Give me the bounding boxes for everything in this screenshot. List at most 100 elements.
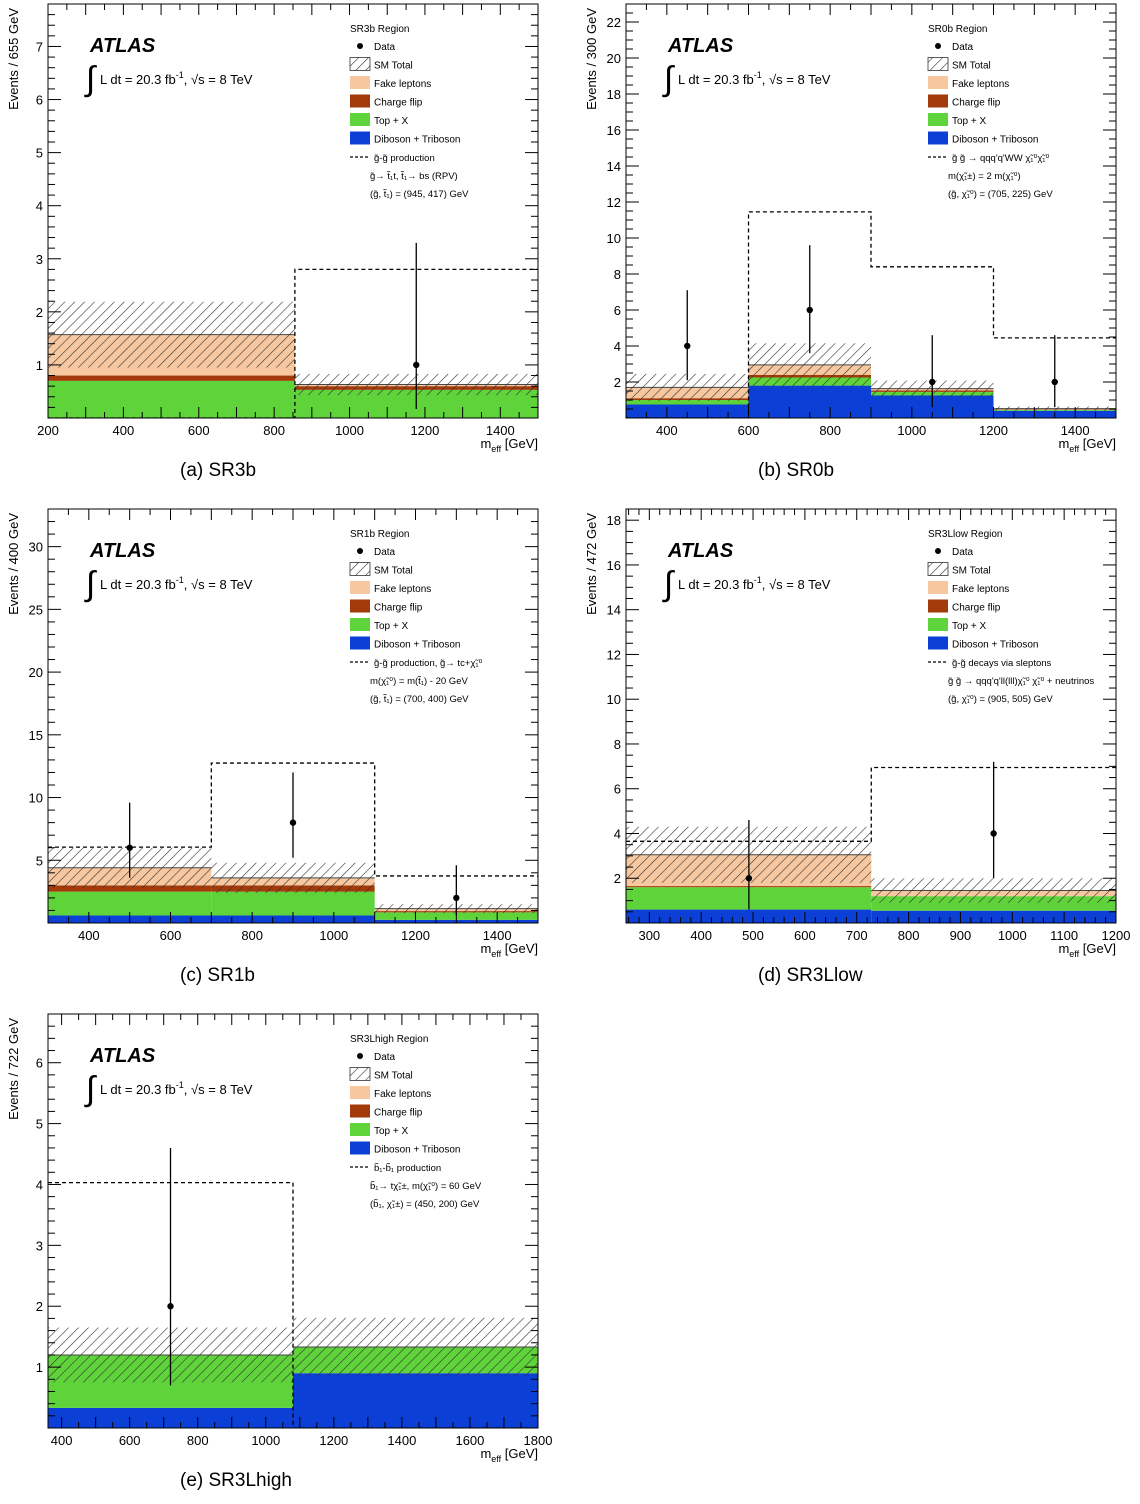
y-tick-label: 18 xyxy=(607,513,621,528)
legend-swatch-hatch xyxy=(928,563,948,576)
y-tick-label: 1 xyxy=(36,1360,43,1375)
legend-swatch-flip xyxy=(928,600,948,613)
x-tick-label: 1200 xyxy=(401,928,430,943)
y-tick-label: 6 xyxy=(36,93,43,108)
x-tick-label: 1200 xyxy=(319,1433,348,1448)
y-tick-label: 10 xyxy=(607,231,621,246)
bar-diboson xyxy=(293,1373,538,1428)
x-tick-label: 600 xyxy=(188,423,210,438)
legend-swatch-top xyxy=(928,618,948,631)
legend-swatch-diboson xyxy=(350,637,370,650)
legend-signal-label: g̃-g̃ decays via sleptons xyxy=(952,658,1052,669)
bar-diboson xyxy=(626,910,871,923)
y-tick-label: 8 xyxy=(614,737,621,752)
luminosity-label: L dt = 20.3 fb-1, √s = 8 TeV xyxy=(100,1080,253,1097)
integral-sign: ∫ xyxy=(84,565,97,603)
y-tick-label: 5 xyxy=(36,1117,43,1132)
plot-area xyxy=(626,762,1116,923)
legend-swatch-fake xyxy=(928,76,948,89)
x-tick-label: 300 xyxy=(638,928,660,943)
y-tick-label: 30 xyxy=(29,540,43,555)
legend-signal-label: g̃ g̃ → qqq'q'WW χ̃₁⁰χ̃₁⁰ xyxy=(952,153,1050,164)
legend-label: Diboson + Triboson xyxy=(374,135,460,146)
legend-swatch-flip xyxy=(350,95,370,108)
legend-label: Fake leptons xyxy=(374,584,431,595)
uncertainty-band xyxy=(48,302,295,368)
legend-label: Charge flip xyxy=(952,603,1001,614)
legend-label: SM Total xyxy=(374,1071,413,1082)
x-tick-label: 700 xyxy=(846,928,868,943)
panel-caption: (b) SR0b xyxy=(758,460,834,481)
integral-sign: ∫ xyxy=(662,60,675,98)
legend-label: Fake leptons xyxy=(952,584,1009,595)
legend-swatch-flip xyxy=(350,1105,370,1118)
bar-flip xyxy=(48,376,295,381)
legend-label: SM Total xyxy=(374,566,413,577)
panel-caption: (d) SR3Llow xyxy=(758,965,863,986)
legend-swatch-fake xyxy=(350,581,370,594)
y-tick-label: 15 xyxy=(29,728,43,743)
luminosity-label: L dt = 20.3 fb-1, √s = 8 TeV xyxy=(678,70,831,87)
legend-label: Diboson + Triboson xyxy=(374,640,460,651)
data-point xyxy=(807,307,813,313)
y-tick-label: 10 xyxy=(607,692,621,707)
x-tick-label: 1000 xyxy=(319,928,348,943)
legend-signal-label: g̃-g̃ production xyxy=(374,153,435,164)
x-axis-label: meff [GeV] xyxy=(480,436,538,454)
legend-label: Fake leptons xyxy=(374,1089,431,1100)
luminosity-label: L dt = 20.3 fb-1, √s = 8 TeV xyxy=(100,70,253,87)
y-tick-label: 12 xyxy=(607,195,621,210)
x-tick-label: 1400 xyxy=(387,1433,416,1448)
atlas-label: ATLAS xyxy=(667,540,734,562)
x-axis-label: meff [GeV] xyxy=(1058,941,1116,959)
plot-area xyxy=(48,243,538,418)
legend-label: Diboson + Triboson xyxy=(952,640,1038,651)
luminosity-label: L dt = 20.3 fb-1, √s = 8 TeV xyxy=(678,575,831,592)
legend-signal-label: b̃₁→ tχ̃₁±, m(χ̃₁⁰) = 60 GeV xyxy=(370,1180,482,1192)
legend-swatch-flip xyxy=(350,600,370,613)
integral-sign: ∫ xyxy=(662,565,675,603)
legend-signal-label: g̃-g̃ production, g̃→ tc+χ̃₁⁰ xyxy=(374,658,483,669)
bar-top xyxy=(211,892,374,916)
legend-swatch-diboson xyxy=(350,1142,370,1155)
bar-top xyxy=(48,381,295,418)
legend-data-marker xyxy=(935,548,941,554)
region-label: SR3b Region xyxy=(350,24,409,35)
y-tick-label: 8 xyxy=(614,267,621,282)
legend-swatch-hatch xyxy=(350,563,370,576)
x-tick-label: 1000 xyxy=(251,1433,280,1448)
legend-swatch-diboson xyxy=(928,637,948,650)
atlas-label: ATLAS xyxy=(89,540,156,562)
panel-caption: (a) SR3b xyxy=(180,460,256,481)
legend-signal-label: (g̃, t̃₁) = (700, 400) GeV xyxy=(370,694,469,705)
y-tick-label: 1 xyxy=(36,358,43,373)
legend-label: Data xyxy=(952,42,974,53)
x-tick-label: 1000 xyxy=(897,423,926,438)
legend-signal-label: (g̃, χ̃₁⁰) = (705, 225) GeV xyxy=(948,189,1053,200)
legend-signal-label: (g̃, t̃₁) = (945, 417) GeV xyxy=(370,189,469,200)
atlas-label: ATLAS xyxy=(89,1045,156,1067)
y-axis-label: Events / 400 GeV xyxy=(6,513,21,615)
x-tick-label: 400 xyxy=(78,928,100,943)
data-point xyxy=(413,362,419,368)
legend-label: Data xyxy=(374,547,396,558)
legend-swatch-fake xyxy=(350,1086,370,1099)
legend-swatch-fake xyxy=(928,581,948,594)
x-tick-label: 500 xyxy=(742,928,764,943)
legend-signal-label: (b̃₁, χ̃₁±) = (450, 200) GeV xyxy=(370,1198,480,1210)
y-tick-label: 16 xyxy=(607,558,621,573)
y-tick-label: 2 xyxy=(36,1299,43,1314)
luminosity-label: L dt = 20.3 fb-1, √s = 8 TeV xyxy=(100,575,253,592)
y-tick-label: 18 xyxy=(607,87,621,102)
y-tick-label: 3 xyxy=(36,1238,43,1253)
y-tick-label: 5 xyxy=(36,146,43,161)
y-tick-label: 14 xyxy=(607,603,621,618)
legend-label: Data xyxy=(952,547,974,558)
legend-signal-label: (g̃, χ̃₁⁰) = (905, 505) GeV xyxy=(948,694,1053,705)
x-tick-label: 600 xyxy=(160,928,182,943)
y-tick-label: 4 xyxy=(614,826,621,841)
legend-label: Top + X xyxy=(374,116,409,127)
